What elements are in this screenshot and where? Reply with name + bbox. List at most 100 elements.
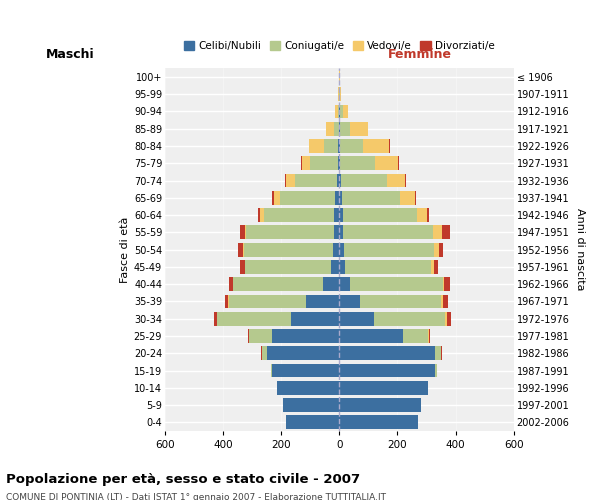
Bar — [306, 294, 340, 308]
Bar — [340, 242, 344, 256]
Y-axis label: Fasce di età: Fasce di età — [119, 216, 130, 283]
Bar — [340, 312, 374, 326]
Bar — [244, 242, 333, 256]
Bar — [350, 122, 368, 136]
Bar — [340, 88, 341, 101]
Bar — [334, 122, 339, 136]
Bar — [326, 122, 334, 136]
Bar — [427, 208, 428, 222]
Bar — [415, 191, 416, 204]
Bar — [441, 294, 443, 308]
Bar — [345, 260, 431, 274]
Bar — [433, 226, 442, 239]
Bar — [239, 226, 245, 239]
Bar — [229, 294, 306, 308]
Bar — [266, 346, 340, 360]
Bar — [323, 278, 340, 291]
Bar — [292, 312, 340, 326]
Bar — [338, 104, 339, 118]
Bar — [271, 364, 272, 378]
Bar — [310, 139, 324, 153]
Bar — [260, 208, 264, 222]
Bar — [398, 156, 399, 170]
Bar — [335, 104, 338, 118]
Bar — [272, 364, 340, 378]
Bar — [439, 242, 443, 256]
Bar — [431, 260, 434, 274]
Bar — [340, 398, 421, 412]
Bar — [262, 346, 266, 360]
Bar — [434, 242, 439, 256]
Bar — [340, 104, 343, 118]
Bar — [245, 226, 246, 239]
Bar — [400, 191, 415, 204]
Bar — [340, 294, 359, 308]
Bar — [435, 346, 441, 360]
Bar — [359, 294, 441, 308]
Text: Popolazione per età, sesso e stato civile - 2007: Popolazione per età, sesso e stato civil… — [6, 472, 360, 486]
Bar — [340, 156, 375, 170]
Bar — [375, 156, 398, 170]
Bar — [241, 260, 245, 274]
Bar — [226, 294, 228, 308]
Bar — [403, 329, 428, 343]
Bar — [435, 364, 437, 378]
Bar — [343, 104, 349, 118]
Bar — [277, 381, 340, 394]
Bar — [214, 312, 217, 326]
Bar — [283, 398, 340, 412]
Bar — [363, 139, 389, 153]
Bar — [340, 122, 350, 136]
Bar — [340, 208, 343, 222]
Bar — [340, 226, 343, 239]
Bar — [295, 174, 337, 188]
Text: Femmine: Femmine — [388, 48, 452, 61]
Bar — [334, 226, 340, 239]
Bar — [249, 329, 272, 343]
Bar — [274, 191, 280, 204]
Bar — [340, 174, 341, 188]
Bar — [417, 208, 427, 222]
Bar — [442, 226, 451, 239]
Bar — [340, 329, 403, 343]
Bar — [443, 278, 444, 291]
Bar — [338, 156, 340, 170]
Legend: Celibi/Nubili, Coniugati/e, Vedovi/e, Divorziati/e: Celibi/Nubili, Coniugati/e, Vedovi/e, Di… — [180, 37, 499, 56]
Bar — [331, 260, 340, 274]
Y-axis label: Anni di nascita: Anni di nascita — [575, 208, 585, 291]
Bar — [342, 191, 400, 204]
Bar — [340, 364, 435, 378]
Bar — [344, 242, 434, 256]
Bar — [447, 312, 451, 326]
Bar — [334, 208, 340, 222]
Bar — [340, 381, 428, 394]
Bar — [341, 174, 388, 188]
Bar — [374, 312, 445, 326]
Bar — [405, 174, 406, 188]
Bar — [388, 174, 405, 188]
Bar — [264, 208, 334, 222]
Bar — [238, 242, 244, 256]
Bar — [335, 191, 340, 204]
Bar — [340, 191, 342, 204]
Bar — [245, 260, 331, 274]
Bar — [258, 208, 260, 222]
Bar — [272, 329, 340, 343]
Bar — [337, 174, 340, 188]
Bar — [229, 278, 233, 291]
Bar — [340, 139, 363, 153]
Bar — [340, 260, 345, 274]
Bar — [343, 208, 417, 222]
Bar — [338, 139, 340, 153]
Bar — [284, 174, 286, 188]
Bar — [333, 242, 340, 256]
Bar — [340, 416, 418, 429]
Bar — [350, 278, 443, 291]
Bar — [272, 191, 274, 204]
Bar — [343, 226, 433, 239]
Bar — [340, 346, 435, 360]
Bar — [217, 312, 292, 326]
Bar — [434, 260, 438, 274]
Bar — [310, 156, 338, 170]
Text: Maschi: Maschi — [46, 48, 95, 61]
